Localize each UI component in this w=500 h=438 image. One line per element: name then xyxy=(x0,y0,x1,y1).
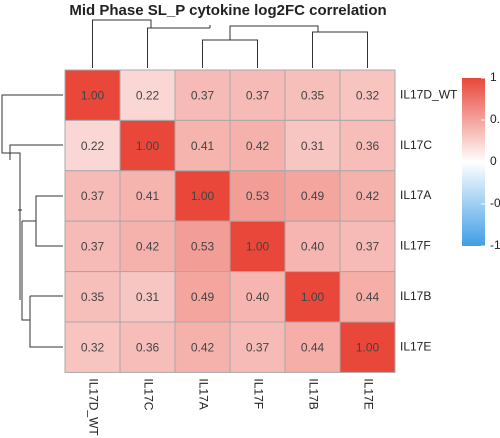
cell xyxy=(339,271,396,323)
cell xyxy=(339,170,396,222)
column-dendrogram xyxy=(92,19,368,68)
cell-label: 0.44 xyxy=(356,290,380,304)
cell-label: 0.53 xyxy=(191,240,215,254)
cell-label: 0.42 xyxy=(136,240,160,254)
cell-label: 0.37 xyxy=(191,88,215,102)
column-label: IL17B xyxy=(306,378,320,409)
cell-label: 1.00 xyxy=(246,240,270,254)
colorbar xyxy=(462,78,485,246)
colorbar-label: 0.5 xyxy=(490,112,500,126)
row-label: IL17C xyxy=(400,138,432,152)
row-label: IL17A xyxy=(400,188,431,202)
cell-label: 0.32 xyxy=(356,88,380,102)
cell-label: 0.44 xyxy=(301,340,325,354)
cell-label: 1.00 xyxy=(356,340,380,354)
cell-label: 0.35 xyxy=(301,88,325,102)
cell-label: 0.40 xyxy=(301,240,325,254)
cell-label: 0.36 xyxy=(356,139,380,153)
cell-label: 0.31 xyxy=(136,290,160,304)
cell-label: 0.36 xyxy=(136,340,160,354)
cell-label: 0.49 xyxy=(301,189,325,203)
cell-label: 0.41 xyxy=(136,189,160,203)
cell xyxy=(64,321,121,373)
row-label: IL17E xyxy=(400,339,431,353)
cell xyxy=(284,271,341,323)
cell-label: 0.37 xyxy=(81,240,105,254)
cell-label: 0.37 xyxy=(356,240,380,254)
cell-label: 0.42 xyxy=(191,340,215,354)
cell-label: 0.37 xyxy=(81,189,105,203)
cell-label: 0.40 xyxy=(246,290,270,304)
row-label: IL17D_WT xyxy=(400,87,458,101)
colorbar-label: 1 xyxy=(490,70,497,84)
cell xyxy=(64,271,121,323)
cell xyxy=(339,220,396,273)
cell xyxy=(119,170,176,222)
cell xyxy=(284,321,341,373)
colorbar-label: -1 xyxy=(490,238,500,252)
cell xyxy=(229,271,286,323)
cell xyxy=(64,220,121,273)
cell xyxy=(229,220,286,273)
cell xyxy=(174,220,231,273)
cell xyxy=(339,321,396,373)
cell xyxy=(284,170,341,222)
cell-label: 0.49 xyxy=(191,290,215,304)
column-label: IL17C xyxy=(141,378,155,410)
colorbar-label: 0 xyxy=(490,154,497,168)
row-label: IL17B xyxy=(400,289,431,303)
cell-label: 0.32 xyxy=(81,340,105,354)
cell xyxy=(119,69,176,121)
column-label: IL17F xyxy=(251,378,265,409)
column-label: IL17D_WT xyxy=(86,378,100,436)
cell-label: 1.00 xyxy=(136,139,160,153)
cell-label: 0.31 xyxy=(301,139,325,153)
colorbar-label: -0.5 xyxy=(490,196,500,210)
cell-label: 0.41 xyxy=(191,139,215,153)
cell-label: 0.42 xyxy=(356,189,380,203)
cell xyxy=(174,69,231,121)
chart-title: Mid Phase SL_P cytokine log2FC correlati… xyxy=(69,2,386,19)
cell-label: 1.00 xyxy=(191,189,215,203)
cell-label: 1.00 xyxy=(81,88,105,102)
cell-label: 1.00 xyxy=(301,290,325,304)
cell xyxy=(119,119,176,172)
cell xyxy=(339,119,396,172)
column-label: IL17A xyxy=(196,378,210,409)
cell xyxy=(229,170,286,222)
cell xyxy=(339,69,396,121)
cell xyxy=(284,220,341,273)
cell xyxy=(229,119,286,172)
cell-label: 0.22 xyxy=(136,88,160,102)
cell-label: 0.42 xyxy=(246,139,270,153)
column-label: IL17E xyxy=(361,378,375,409)
cell xyxy=(174,271,231,323)
cell xyxy=(64,69,121,121)
cell xyxy=(229,321,286,373)
row-dendrogram xyxy=(1,94,63,348)
cell-label: 0.37 xyxy=(246,340,270,354)
cell xyxy=(119,220,176,273)
row-label: IL17F xyxy=(400,239,431,253)
cell-label: 0.37 xyxy=(246,88,270,102)
cell-label: 0.22 xyxy=(81,139,105,153)
cell-label: 0.35 xyxy=(81,290,105,304)
cell-label: 0.53 xyxy=(246,189,270,203)
